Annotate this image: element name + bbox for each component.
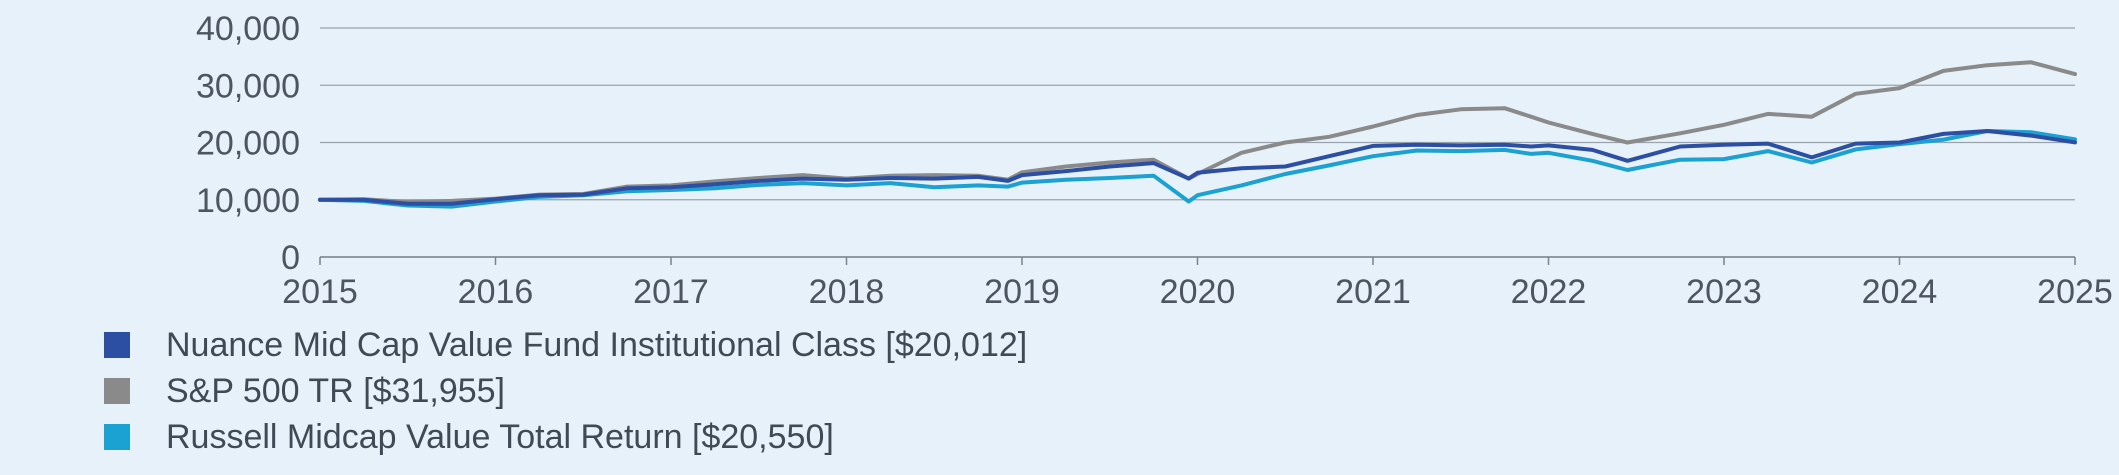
y-tick-label-10000: 10,000: [196, 182, 300, 220]
x-tick-label-2018: 2018: [809, 273, 885, 311]
legend-item-nuance: Nuance Mid Cap Value Fund Institutional …: [104, 322, 1027, 368]
legend-label-nuance: Nuance Mid Cap Value Fund Institutional …: [166, 325, 1028, 364]
x-tick-label-2023: 2023: [1686, 273, 1762, 311]
legend-item-russell: Russell Midcap Value Total Return [$20,5…: [104, 414, 1027, 460]
x-tick-label-2025: 2025: [2037, 273, 2113, 311]
x-tick-label-2016: 2016: [458, 273, 534, 311]
legend-swatch-russell: [104, 424, 130, 450]
legend-item-sp500: S&P 500 TR [$31,955]: [104, 368, 1027, 414]
legend-swatch-nuance: [104, 332, 130, 358]
x-tick-label-2015: 2015: [282, 273, 358, 311]
x-tick-label-2022: 2022: [1511, 273, 1587, 311]
series-line-nuance-mid-cap-value-fund-institutional-class: [318, 129, 2077, 206]
series-line-s-p-500-tr: [318, 60, 2077, 204]
series-line-russell-midcap-value-total-return: [318, 129, 2077, 209]
legend: Nuance Mid Cap Value Fund Institutional …: [104, 322, 1027, 460]
line-chart: 0 10,000 20,000 30,000 40,000 2015 2016 2017 201…: [196, 10, 2113, 311]
x-tick-label-2019: 2019: [984, 273, 1060, 311]
x-tick-label-2021: 2021: [1335, 273, 1411, 311]
x-tick-label-2024: 2024: [1862, 273, 1938, 311]
y-tick-label-20000: 20,000: [196, 125, 300, 163]
y-tick-label-0: 0: [281, 239, 300, 277]
x-tick-label-2017: 2017: [633, 273, 709, 311]
legend-label-sp500: S&P 500 TR [$31,955]: [166, 371, 505, 410]
y-tick-label-30000: 30,000: [196, 67, 300, 105]
y-tick-label-40000: 40,000: [196, 10, 300, 48]
legend-label-russell: Russell Midcap Value Total Return [$20,5…: [166, 417, 834, 456]
legend-swatch-sp500: [104, 378, 130, 404]
x-tick-label-2020: 2020: [1160, 273, 1236, 311]
